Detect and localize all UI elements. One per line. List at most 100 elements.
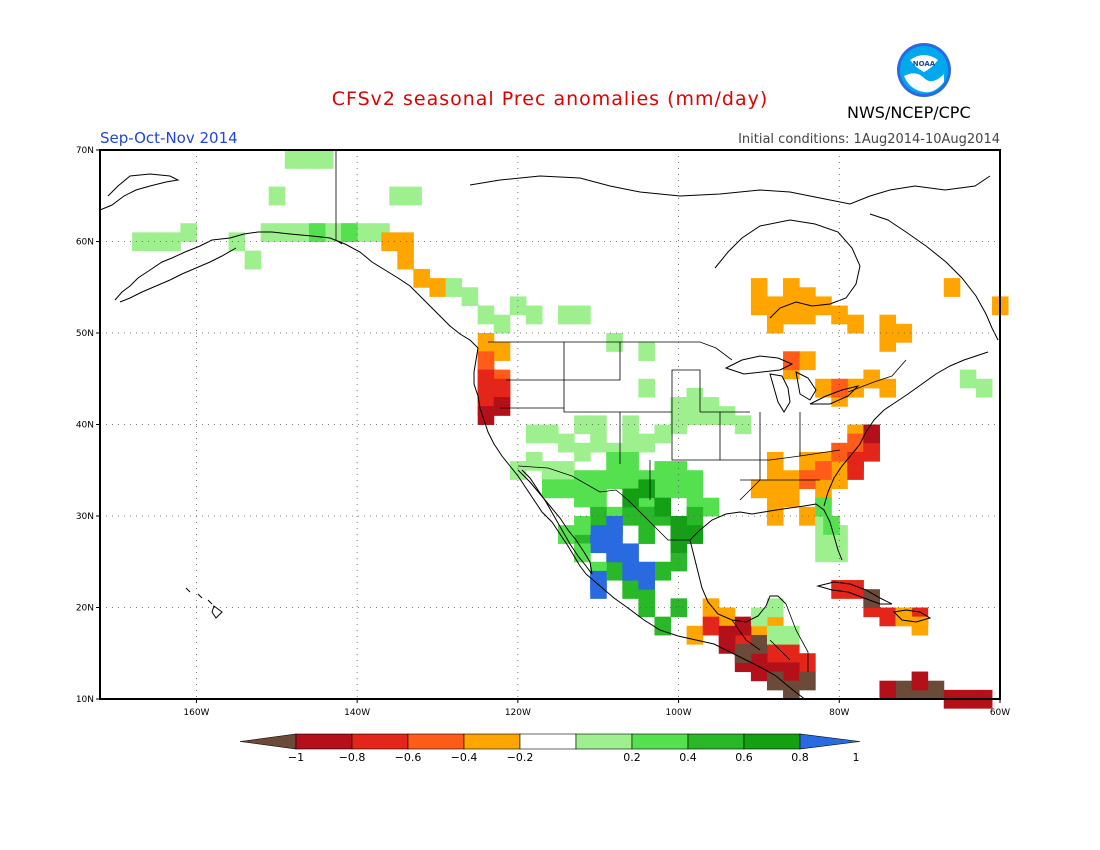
anomaly-cell-hudson-dry — [831, 305, 848, 325]
tick-label-lat: 10N — [76, 695, 94, 705]
anomaly-cell-mexico-wet — [670, 552, 688, 572]
anomaly-cell-hudson-dry — [879, 314, 897, 334]
anomaly-cell-florida-wet-2 — [823, 516, 840, 535]
anomaly-cell-central-america-red — [702, 616, 720, 636]
anomaly-cell-southwest-wet — [590, 470, 607, 490]
noaa-logo-text: NOAA — [913, 60, 936, 68]
lat-lon-grid — [100, 150, 1000, 699]
anomaly-cell-bc-interior-wet — [558, 305, 575, 325]
colorbar-label: −0.2 — [507, 751, 534, 764]
anomaly-cell-bc-interior-wet — [574, 305, 591, 325]
anomaly-cell-carolinas-very-dry — [831, 442, 848, 462]
colorbar-label: 0.2 — [623, 751, 641, 764]
anomaly-cell-bc-coast-dry — [397, 250, 414, 270]
anomaly-cell-venezuela-red — [879, 680, 897, 700]
us-canada-border — [488, 341, 907, 393]
colorbar-box — [351, 733, 409, 750]
anomaly-cell-southeast-dry — [831, 470, 848, 490]
anomaly-cell-great-basin-wet — [622, 415, 639, 435]
anomaly-cell-mexico-south-dry — [702, 598, 720, 618]
colorbar-box — [295, 733, 353, 750]
anomaly-cell-alaska-north-slope-wet — [316, 150, 334, 169]
anomaly-cell-caribbean-red — [879, 607, 897, 627]
anomaly-cell-southwest-wet — [670, 479, 688, 499]
anomaly-cell-southeast-dry — [799, 451, 816, 471]
anomaly-cell-southeast-dry — [766, 451, 784, 471]
tick-label-lat: 40N — [76, 421, 94, 431]
anomaly-cell-yukon-north-wet — [268, 186, 286, 206]
anomaly-cell-alaska-south-wet — [292, 223, 310, 242]
anomaly-cell-alaska-south-wet — [228, 232, 246, 252]
anomaly-cell-southwest-wet — [702, 497, 720, 517]
anomaly-cell-great-basin-wet — [686, 387, 704, 407]
colorbar-arrow-low — [239, 733, 297, 750]
axis-ticks: 160W 140W 120W 100W 80W 60W 10N 20N 30N 40N 50N 60N… — [76, 146, 1010, 718]
anomaly-cell-great-basin-wet — [638, 433, 655, 453]
anomaly-cell-hudson-dry — [847, 314, 864, 334]
anomaly-cell-bc-interior-wet — [477, 305, 495, 325]
tick-label-lon: 160W — [183, 708, 209, 718]
anomaly-cell-great-basin-wet — [638, 378, 655, 398]
anomaly-cell-great-basin-wet — [590, 433, 607, 453]
anomaly-cell-southwest-wet — [558, 479, 575, 499]
anomaly-cell-bc-coast-dry — [429, 278, 447, 297]
anomaly-cell-sierra-madre-very-wet — [638, 570, 655, 590]
anomaly-cell-central-america-dark-red — [750, 662, 768, 682]
noaa-logo-wave — [904, 73, 944, 93]
anomaly-cell-sierra-madre-very-wet — [606, 516, 623, 535]
anomaly-cell-carolinas-very-dry — [847, 433, 864, 453]
anomaly-cell-yucatan-wet — [766, 598, 784, 618]
anomaly-cell-great-basin-wet — [574, 442, 591, 462]
anomaly-cell-alaska-south-wet-2 — [308, 223, 326, 242]
anomaly-cell-hudson-dry — [879, 378, 897, 398]
colorbar-label: −0.4 — [451, 751, 478, 764]
colorbar-arrow-high — [799, 733, 861, 750]
anomaly-cell-alaska-south-wet — [276, 223, 294, 242]
colorbar-label: −0.8 — [339, 751, 366, 764]
noaa-logo: NOAA — [897, 43, 951, 97]
anomaly-cell-central-america-brown — [750, 634, 768, 654]
anomaly-cell-florida-wet-2 — [815, 497, 832, 517]
anomaly-cell-florida-wet — [815, 543, 832, 563]
anomaly-cell-caribbean-dry — [911, 616, 929, 636]
anomaly-cell-great-basin-wet — [541, 424, 559, 444]
anomaly-cell-great-basin-wet — [734, 415, 752, 435]
anomaly-cell-alaska-south-wet — [148, 232, 165, 252]
anomaly-cell-mexico-wet — [638, 525, 655, 544]
colorbar-label: 0.4 — [679, 751, 697, 764]
anomaly-cell-sierra-madre-very-wet — [622, 561, 639, 581]
anomaly-cell-alaska-south-wet — [244, 250, 262, 270]
anomaly-cell-pacific-nw-coast-very-dry — [477, 387, 495, 407]
page-title: CFSv2 seasonal Prec anomalies (mm/day) — [331, 88, 769, 110]
anomaly-cell-mid-atlantic-red — [863, 442, 880, 462]
colorbar-box — [575, 733, 633, 750]
anomaly-cell-pacific-nw-coast-red — [493, 397, 511, 416]
anomaly-cell-carolinas-very-dry — [815, 461, 832, 480]
anomaly-cell-texas-green — [638, 479, 655, 499]
anomaly-cell-yukon-north-wet — [405, 186, 422, 206]
anomaly-cell-southeast-dry — [766, 506, 784, 526]
anomaly-cell-mexico-wet — [670, 598, 688, 618]
anomaly-cell-mexico-south-dry — [686, 625, 704, 645]
anomaly-cell-great-basin-wet — [558, 433, 575, 453]
anomaly-cell-mid-atlantic-red — [847, 461, 864, 480]
colorbar-label: −1 — [288, 751, 304, 764]
colorbar-box — [463, 733, 521, 750]
anomaly-cell-alaska-north-slope-wet — [300, 150, 318, 169]
anomaly-cell-great-basin-wet — [574, 415, 591, 435]
baja-california — [517, 469, 593, 575]
anomaly-cell-mexico-wet — [606, 561, 623, 581]
anomaly-cell-southeast-dry — [766, 488, 784, 508]
tick-label-lon: 120W — [505, 708, 531, 718]
anomaly-cell-yukon-north-wet — [389, 186, 406, 206]
anomaly-cell-alaska-south-wet — [132, 232, 149, 252]
great-lakes-superior — [724, 355, 794, 375]
colorbar-box — [519, 733, 577, 750]
anomaly-cell-bc-coast-dry — [493, 342, 511, 361]
anomaly-cell-great-basin-wet — [622, 433, 639, 453]
initial-conditions-label: Initial conditions: 1Aug2014-10Aug2014 — [738, 132, 1000, 147]
tick-label-lon: 140W — [344, 708, 370, 718]
anomaly-cell-southeast-dry — [783, 488, 800, 508]
anomaly-cell-bc-coast-dry — [381, 232, 398, 252]
anomaly-cell-hudson-dry — [783, 278, 800, 297]
